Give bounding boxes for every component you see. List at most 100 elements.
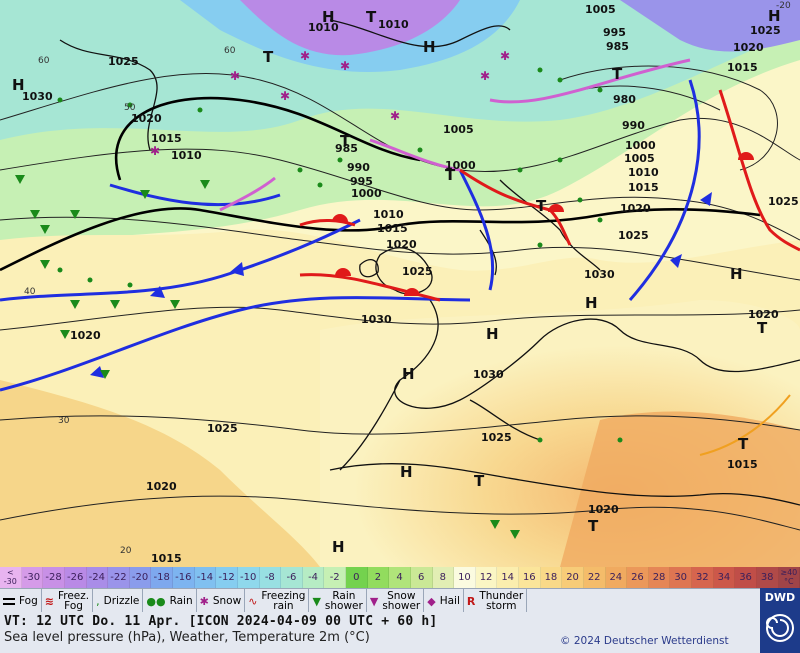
scale-cell: -18 [151, 567, 173, 588]
hail-icon: ◆ [427, 594, 436, 608]
scale-cell: 36 [735, 567, 757, 588]
very-cold-zone [240, 0, 460, 56]
dwd-logo: DWD [760, 588, 800, 653]
low-label: T [757, 319, 768, 337]
svg-text:✱: ✱ [340, 59, 350, 73]
legend-label: Snow shower [382, 590, 421, 612]
pressure-label: 1015 [727, 458, 758, 471]
main-isobar [0, 96, 761, 272]
valid-time: VT: 12 UTC Do. 11 Apr. [ICON 2024-04-09 … [4, 614, 438, 629]
warm-zone-africa-west [0, 380, 320, 567]
scale-cell: -26 [64, 567, 87, 588]
drizzle-icon: , [96, 594, 100, 608]
scale-cell: 2 [367, 567, 390, 588]
pressure-label: 990 [347, 161, 370, 174]
scale-cell: -6 [281, 567, 303, 588]
pressure-label: 1010 [171, 149, 202, 162]
scale-cell: -30 [21, 567, 44, 588]
freezing-fog-icon: ≋ [44, 594, 54, 608]
high-label: H [12, 76, 25, 94]
scale-cell: 32 [692, 567, 714, 588]
pressure-label: 1020 [70, 329, 101, 342]
trough-line [699, 394, 791, 456]
temp-label: 30 [58, 416, 70, 426]
scale-cell: 20 [562, 567, 584, 588]
pressure-label: 1000 [445, 159, 476, 172]
legend-item-fog: Fog [0, 589, 42, 613]
fog-icon [3, 595, 15, 608]
high-label: H [486, 325, 499, 343]
pressure-label: 980 [613, 93, 636, 106]
legend-label: Drizzle [103, 595, 140, 607]
cold-zone-east [620, 0, 800, 52]
scale-cell: -24 [86, 567, 109, 588]
legend-label: Rain [169, 595, 193, 607]
scale-cell: -22 [108, 567, 130, 588]
pressure-label: 1030 [22, 90, 53, 103]
pressure-label: 1025 [108, 55, 139, 68]
pressure-label: 1010 [628, 166, 659, 179]
svg-text:✱: ✱ [390, 109, 400, 123]
legend-item-freezing-fog: ≋ Freez. Fog [42, 589, 94, 613]
pressure-label: 1025 [750, 24, 781, 37]
low-label: T [738, 435, 749, 453]
high-label: H [322, 8, 335, 26]
pressure-label: 1025 [618, 229, 649, 242]
pressure-label: 1020 [131, 112, 162, 125]
weather-legend: Fog ≋ Freez. Fog, Drizzle ●● Rain ✱ Snow ∿ Freezi… [0, 588, 760, 613]
pressure-label: 1005 [585, 3, 616, 16]
rain-shower-symbols [15, 175, 520, 539]
pressure-label: 1020 [146, 480, 177, 493]
snow-shower-icon: ▼ [369, 594, 379, 608]
cold-front [0, 79, 712, 392]
pressure-label: 985 [335, 142, 358, 155]
pressure-label: 995 [350, 175, 373, 188]
pressure-label: 1005 [443, 123, 474, 136]
scale-cell: 12 [475, 567, 498, 588]
snow-icon: ✱ [199, 594, 209, 608]
pressure-label: 1010 [308, 21, 339, 34]
scale-cell: -14 [194, 567, 217, 588]
pressure-label: 1020 [386, 238, 417, 251]
legend-label: Hail [439, 595, 460, 607]
copyright: © 2024 Deutscher Wetterdienst [560, 635, 729, 647]
scale-cell: -4 [302, 567, 325, 588]
scale-cell: 24 [605, 567, 628, 588]
scale-cell: 16 [519, 567, 541, 588]
pressure-labels: 1010 1010 1005 995 985 1025 1030 1020 10… [22, 3, 799, 565]
legend-label: Snow [212, 595, 242, 607]
info-panel: VT: 12 UTC Do. 11 Apr. [ICON 2024-04-09 … [0, 612, 760, 653]
pressure-label: 1030 [473, 368, 504, 381]
scale-cell: 6 [410, 567, 433, 588]
temperature-labels: 60 60 50 40 30 20 -20 [24, 1, 791, 556]
pressure-label: 1020 [620, 202, 651, 215]
pressure-label: 1025 [481, 431, 512, 444]
scale-cell: 26 [627, 567, 649, 588]
pressure-label: 1025 [207, 422, 238, 435]
legend-label: Freez. Fog [57, 590, 90, 612]
pressure-label: 1015 [151, 552, 182, 565]
occluded-front [219, 58, 691, 212]
temp-label: 50 [124, 103, 136, 113]
legend-item-drizzle: , Drizzle [93, 589, 144, 613]
high-label: H [400, 463, 413, 481]
pressure-label: 1020 [748, 308, 779, 321]
pressure-label: 1015 [377, 222, 408, 235]
scale-cell: 8 [432, 567, 455, 588]
high-label: H [585, 294, 598, 312]
low-label: T [612, 65, 623, 83]
scale-cell: 18 [540, 567, 563, 588]
scale-cell: 34 [713, 567, 736, 588]
legend-item-rain: ●● Rain [143, 589, 197, 613]
low-label: T [340, 132, 351, 150]
high-label: H [402, 365, 415, 383]
svg-text:✱: ✱ [300, 49, 310, 63]
pressure-label: 990 [622, 119, 645, 132]
high-label: H [332, 538, 345, 556]
scale-cell: -8 [259, 567, 282, 588]
legend-label: Freezing rain [261, 590, 306, 612]
pressure-label: 1030 [584, 268, 615, 281]
low-label: T [366, 8, 377, 26]
scale-cell: 30 [670, 567, 692, 588]
pressure-label: 1010 [373, 208, 404, 221]
